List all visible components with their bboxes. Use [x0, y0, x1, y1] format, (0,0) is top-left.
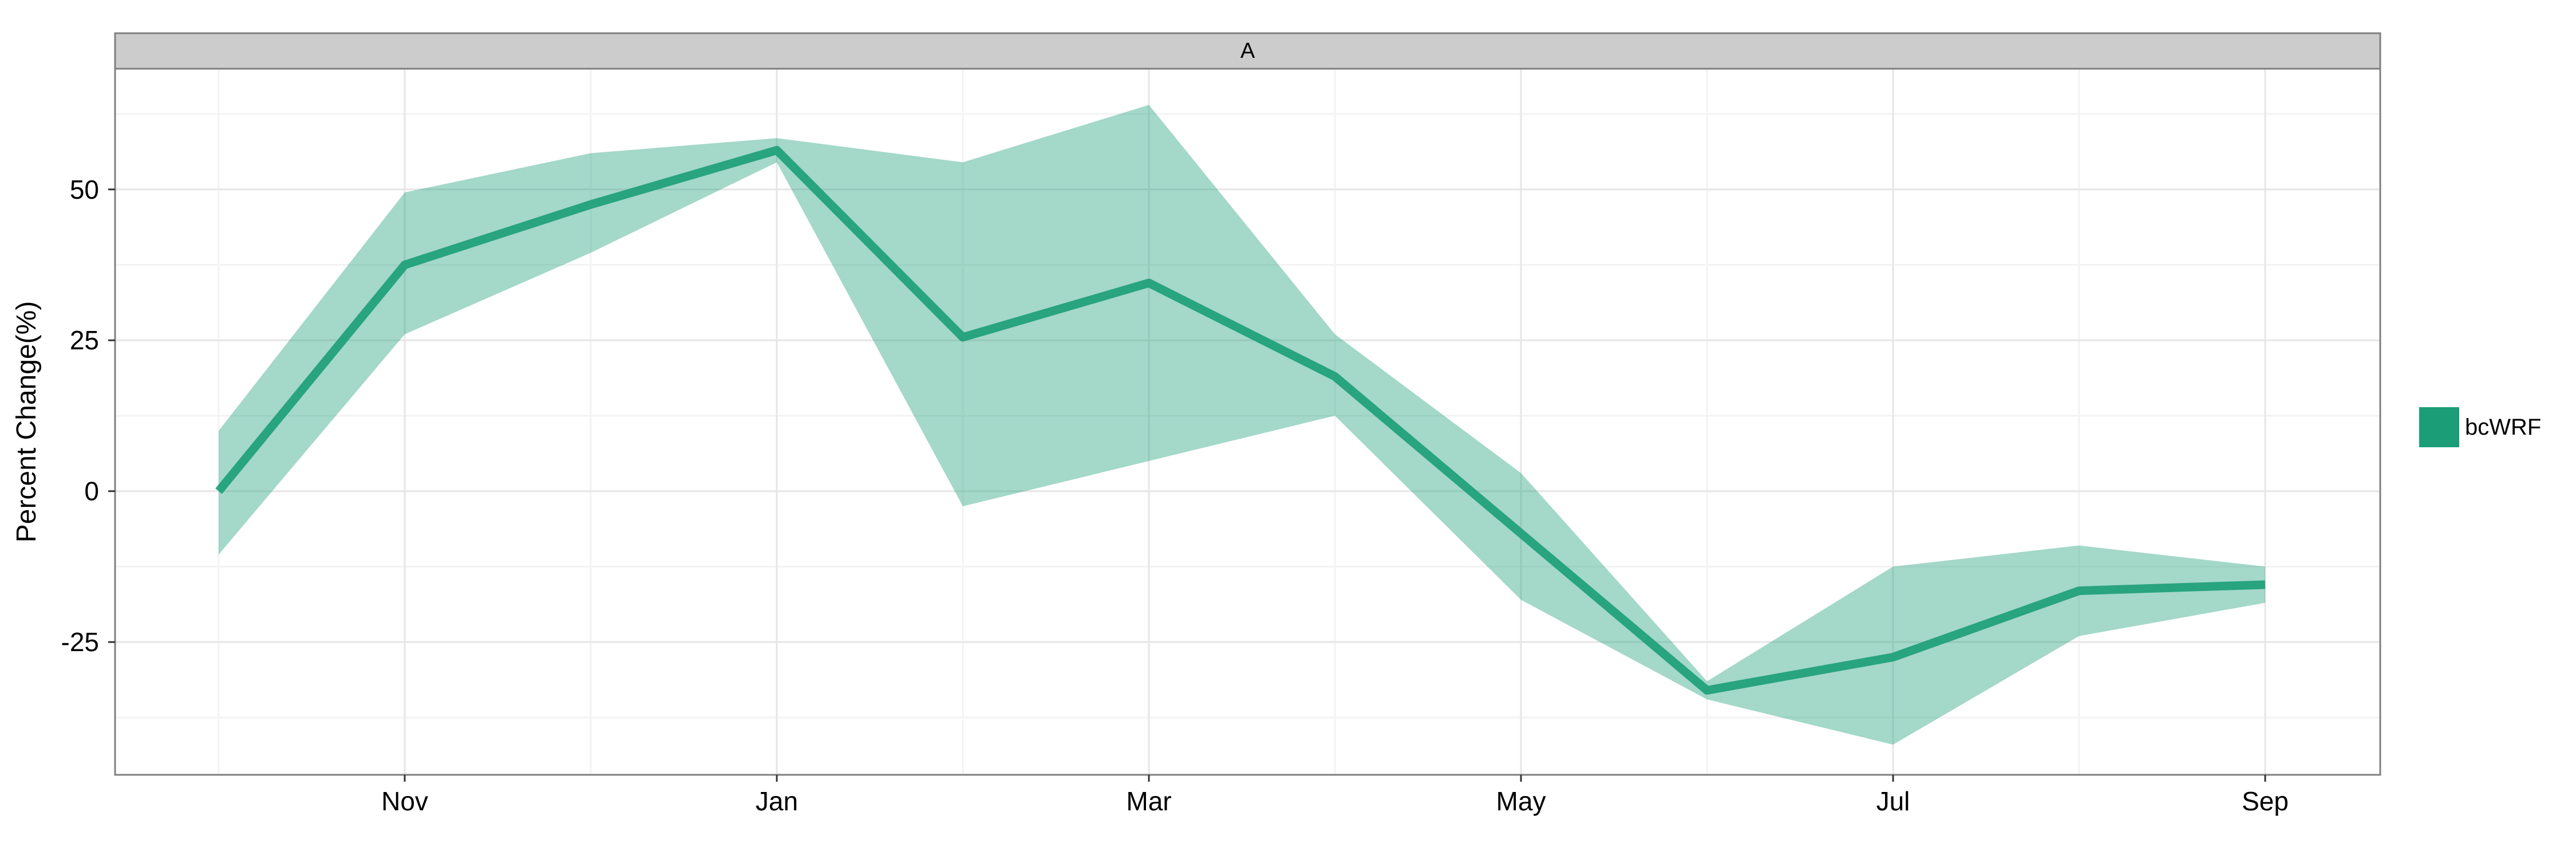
confidence-band-bcwrf — [219, 105, 2265, 745]
legend-label-bcwrf: bcWRF — [2465, 415, 2541, 440]
y-tick-label: 0 — [84, 476, 99, 506]
legend-swatch-bcwrf — [2419, 407, 2459, 447]
y-tick-label: 50 — [70, 175, 99, 204]
y-axis-ticks: 50 25 0 -25 — [61, 175, 115, 657]
x-tick-label: May — [1496, 786, 1546, 816]
x-tick-label: Jan — [756, 786, 798, 816]
x-tick-label: Sep — [2242, 786, 2289, 816]
minor-gridlines — [115, 69, 2380, 775]
series-line-bcwrf — [215, 145, 2266, 695]
panel-strip — [114, 32, 2381, 70]
plot-panel-border — [114, 68, 2381, 776]
x-axis-ticks: Nov Jan Mar May Jul Sep — [381, 775, 2289, 816]
x-tick-label: Jul — [1876, 786, 1910, 816]
x-tick-label: Nov — [381, 786, 428, 816]
y-tick-label: 25 — [70, 325, 99, 355]
y-axis-title: Percent Change(%) — [11, 301, 42, 543]
panel-strip-label: A — [1240, 39, 1255, 63]
x-tick-label: Mar — [1126, 786, 1171, 816]
y-tick-label: -25 — [61, 627, 99, 657]
legend: bcWRF — [2419, 407, 2541, 447]
plot-panel — [115, 69, 2380, 775]
